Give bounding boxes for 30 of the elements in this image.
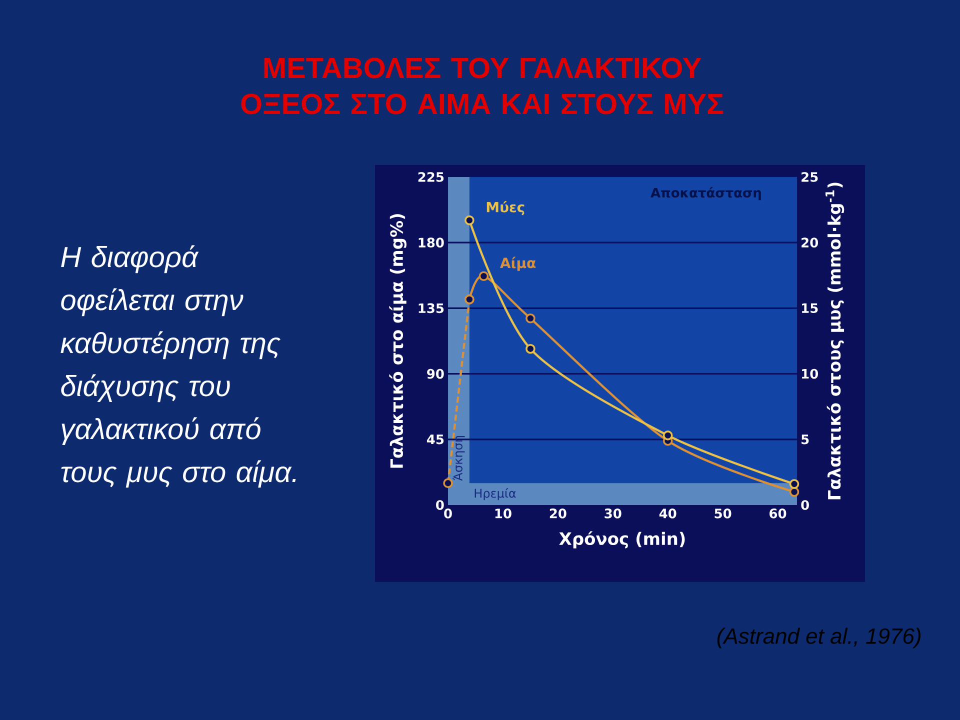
x-axis-title: Χρόνος (min) <box>559 531 685 548</box>
series-label: Αίμα <box>500 256 536 271</box>
y2-tick-label: 15 <box>802 303 818 314</box>
text: (Astrand et al., 1976) <box>717 628 920 648</box>
annotation: Αποκατάσταση <box>650 187 761 200</box>
y-tick-label: 45 <box>426 434 444 444</box>
y2-tick-label: 5 <box>802 434 809 444</box>
chart-title: ΜΕΤΑΒΟΛΕΣ ΤΟΥ ΓΑΛΑΚΤΙΚΟΥ ΟΞΕΟΣ ΣΤΟ ΑΙΜΑ ΚΑΙ ΣΤΟΥΣ ΜΥΣ <box>241 58 724 114</box>
band-label: Άσκηση <box>452 436 465 481</box>
x-tick-label: 20 <box>550 508 566 518</box>
y2-tick-label: 25 <box>802 172 818 182</box>
y2-axis-title: Γαλακτικό στους μυς (mmol·kg$^{-1}$) <box>826 182 844 500</box>
y2-tick-label: 20 <box>802 238 818 248</box>
y2-tick-label: 10 <box>802 368 818 379</box>
y2-tick-label: 0 <box>801 500 809 510</box>
y-tick-label: 90 <box>427 368 444 379</box>
text: Η διαφορά οφείλεται στην καθυστέρηση της διάχυσης του γαλακτικού από τους μυς στο αίμα. <box>60 245 296 488</box>
y-axis-title: Γαλακτικό στο αίμα (mg%) <box>389 214 406 468</box>
y-tick-label: 225 <box>418 172 444 182</box>
x-tick-label: 50 <box>714 508 732 518</box>
x-tick-label: 60 <box>770 508 786 518</box>
band-label: Ηρεμία <box>474 488 516 500</box>
y-tick-label: 135 <box>418 303 444 314</box>
x-tick-label: 30 <box>604 508 622 518</box>
x-tick-label: 10 <box>495 508 512 518</box>
y-tick-label: 180 <box>418 238 444 248</box>
x-tick-label: 0 <box>444 508 452 518</box>
x-tick-label: 40 <box>659 508 676 518</box>
series-label: Μύες <box>486 200 524 216</box>
y-tick-label: 0 <box>436 500 444 510</box>
